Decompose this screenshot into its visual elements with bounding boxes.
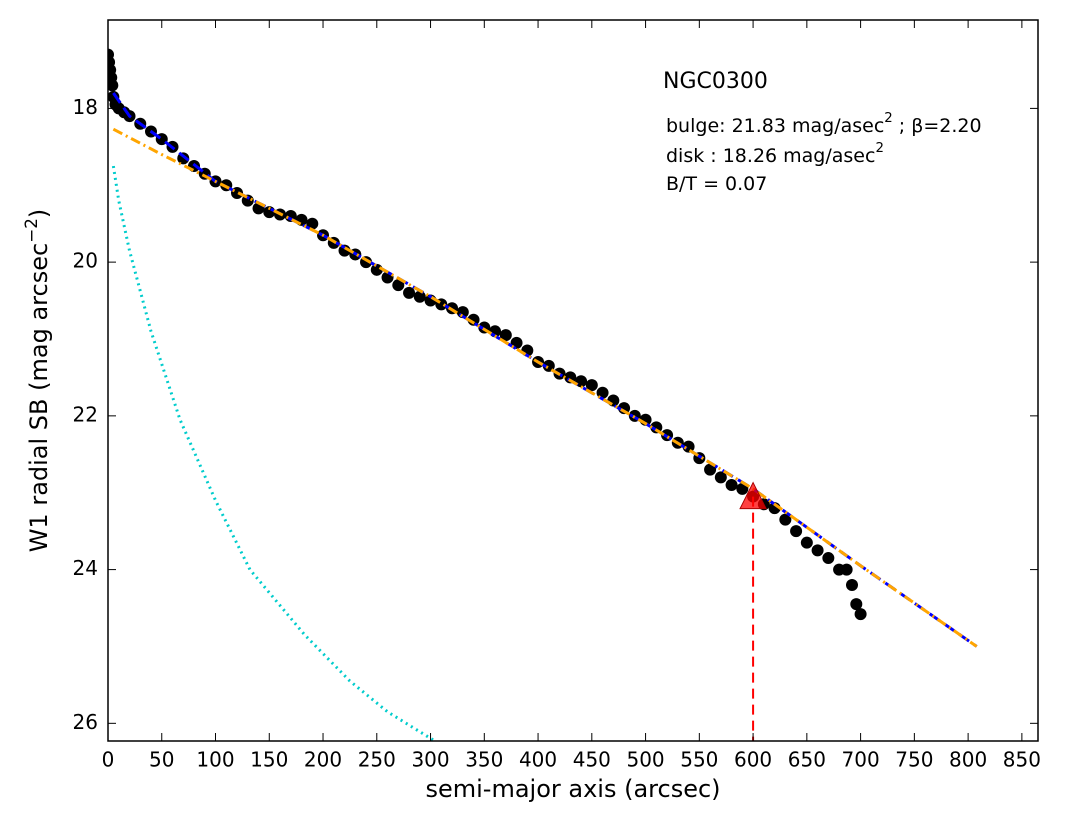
- data-point: [542, 359, 555, 372]
- data-point: [854, 608, 867, 621]
- annotation-tail: ; β=2.20: [893, 115, 982, 137]
- y-tick-label: 24: [73, 556, 98, 580]
- y-axis-label: W1 radial SB (mag arcsec−2): [21, 209, 53, 553]
- y-tick-label: 20: [73, 249, 98, 273]
- data-point: [725, 479, 738, 492]
- axes-frame: [107, 19, 1039, 742]
- data-point: [779, 513, 792, 526]
- x-tick-label: 100: [196, 748, 234, 772]
- x-tick-label: 600: [734, 748, 772, 772]
- data-point: [413, 290, 426, 303]
- data-point: [840, 563, 853, 576]
- model-line: [111, 165, 436, 741]
- annotation-text: B/T = 0.07: [666, 173, 767, 195]
- model-line: [112, 127, 978, 648]
- y-tick-label: 18: [73, 95, 98, 119]
- x-tick-label: 0: [102, 748, 115, 772]
- data-point: [499, 329, 512, 342]
- x-tick-label: 350: [465, 748, 503, 772]
- x-tick-label: 450: [573, 748, 611, 772]
- y-tick-label: 22: [73, 402, 98, 426]
- x-tick-label: 850: [1003, 748, 1041, 772]
- y-axis-label-sup: −2: [21, 218, 41, 243]
- data-point: [790, 525, 803, 538]
- data-point: [370, 263, 383, 276]
- x-tick-label: 400: [519, 748, 557, 772]
- x-tick-label: 700: [842, 748, 880, 772]
- y-tick-label: 26: [73, 710, 98, 734]
- annotation-text: bulge: 21.83 mag/asec: [666, 115, 884, 137]
- annotation-text: disk : 18.26 mag/asec: [666, 145, 875, 167]
- data-point: [403, 286, 416, 299]
- plot-area: [108, 48, 978, 741]
- data-point: [585, 379, 598, 392]
- x-tick-label: 800: [949, 748, 987, 772]
- data-point: [811, 544, 824, 557]
- data-point: [800, 536, 813, 549]
- x-tick-label: 750: [895, 748, 933, 772]
- annotation-sup: 2: [884, 111, 892, 126]
- annotation: B/T = 0.07: [666, 173, 767, 195]
- data-point: [392, 279, 405, 292]
- data-point: [850, 598, 863, 611]
- y-axis-label-tail: ): [25, 209, 53, 218]
- annotation-text: NGC0300: [663, 69, 768, 94]
- data-point: [295, 213, 308, 226]
- data-point: [846, 578, 858, 591]
- data-point: [108, 79, 119, 92]
- annotation: bulge: 21.83 mag/asec2 ; β=2.20: [666, 111, 982, 137]
- data-point: [822, 552, 835, 565]
- x-tick-label: 500: [626, 748, 664, 772]
- data-point: [704, 463, 717, 476]
- annotation-sup: 2: [875, 141, 883, 156]
- model-line: [112, 92, 978, 648]
- marker-triangle: [739, 481, 767, 510]
- x-tick-label: 250: [358, 748, 396, 772]
- annotation: disk : 18.26 mag/asec2: [666, 141, 884, 167]
- y-axis-label-text: W1 radial SB (mag arcsec: [25, 243, 53, 552]
- x-axis-label: semi-major axis (arcsec): [425, 775, 720, 803]
- x-tick-label: 150: [250, 748, 288, 772]
- data-point: [607, 394, 620, 407]
- x-tick-label: 50: [149, 748, 174, 772]
- data-point: [714, 471, 727, 484]
- x-tick-label: 550: [680, 748, 718, 772]
- x-tick-label: 200: [304, 748, 342, 772]
- x-tick-label: 300: [411, 748, 449, 772]
- annotation: NGC0300: [663, 69, 768, 94]
- x-tick-label: 650: [788, 748, 826, 772]
